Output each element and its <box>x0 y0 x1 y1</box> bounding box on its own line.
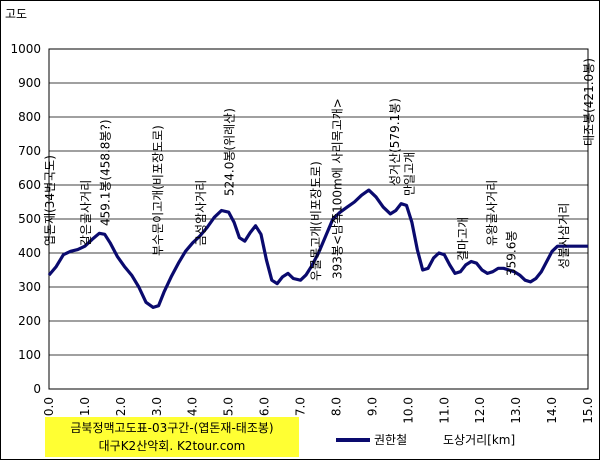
x-tick-label: 6.0 <box>258 397 272 416</box>
y-axis-label: 고도 <box>5 7 28 21</box>
legend-swatch <box>336 438 370 442</box>
y-tick-label: 300 <box>18 280 41 294</box>
x-tick-label: 15.0 <box>581 397 595 424</box>
annotation-label: 성거산(579.1봉) <box>388 98 402 186</box>
y-tick-label: 600 <box>18 178 41 192</box>
legend: 권한철 <box>334 431 426 447</box>
x-tick-label: 9.0 <box>365 397 379 416</box>
x-tick-label: 12.0 <box>473 397 487 424</box>
annotation-label: 부수문이고개(비포장도로) <box>151 125 165 256</box>
annotation-label: 태조봉(421.0봉) <box>582 58 596 146</box>
x-tick-label: 7.0 <box>294 397 308 416</box>
source-line-1: 금북정맥고도표-03구간-(엽돈재-태조봉) <box>70 421 274 435</box>
annotation-label: 금성암사거리 <box>194 180 208 246</box>
annotation-label: 459.1봉(458.8봉?) <box>99 119 113 226</box>
y-tick-label: 700 <box>18 144 41 158</box>
y-tick-label: 100 <box>18 348 41 362</box>
x-tick-label: 8.0 <box>329 397 343 416</box>
y-tick-label: 0 <box>33 382 41 396</box>
source-line-2: 대구K2산악회. K2tour.com <box>98 439 246 453</box>
annotation-label: 359.6봉 <box>505 231 519 276</box>
annotation-label: 만일고개 <box>402 152 416 196</box>
annotation-label: 524.0봉(위례산) <box>223 108 237 196</box>
annotation-label: 성불사삼거리 <box>557 203 571 269</box>
y-tick-label: 800 <box>18 110 41 124</box>
annotation-label: 갈은골사거리 <box>79 180 93 246</box>
x-tick-label: 4.0 <box>186 397 200 416</box>
x-axis-label: 도상거리[km] <box>443 433 516 447</box>
x-tick-label: 1.0 <box>78 397 92 416</box>
source-caption: 금북정맥고도표-03구간-(엽돈재-태조봉) 대구K2산악회. K2tour.c… <box>45 417 299 457</box>
x-tick-label: 10.0 <box>401 397 415 424</box>
y-tick-label: 900 <box>18 76 41 90</box>
x-tick-label: 5.0 <box>222 397 236 416</box>
y-tick-label: 500 <box>18 212 41 226</box>
x-tick-label: 14.0 <box>545 397 559 424</box>
x-tick-label: 0.0 <box>42 397 56 416</box>
x-tick-label: 13.0 <box>509 397 523 424</box>
x-tick-label: 3.0 <box>150 397 164 416</box>
x-tick-label: 2.0 <box>114 397 128 416</box>
y-tick-label: 1000 <box>10 42 41 56</box>
y-tick-label: 400 <box>18 246 41 260</box>
annotation-label: 엽돈재(34번국도) <box>43 155 57 246</box>
annotation-label: 유왕골사거리 <box>485 180 499 246</box>
annotation-label: 우물목고개(비포장도로) <box>309 161 323 281</box>
y-tick-label: 200 <box>18 314 41 328</box>
annotation-label: 걸마고개 <box>456 217 470 261</box>
series-line <box>47 188 588 309</box>
legend-label: 권한철 <box>374 433 408 447</box>
annotation-label: 393봉<남쪽100m에 사리목고개> <box>330 98 344 279</box>
x-tick-label: 11.0 <box>437 397 451 424</box>
